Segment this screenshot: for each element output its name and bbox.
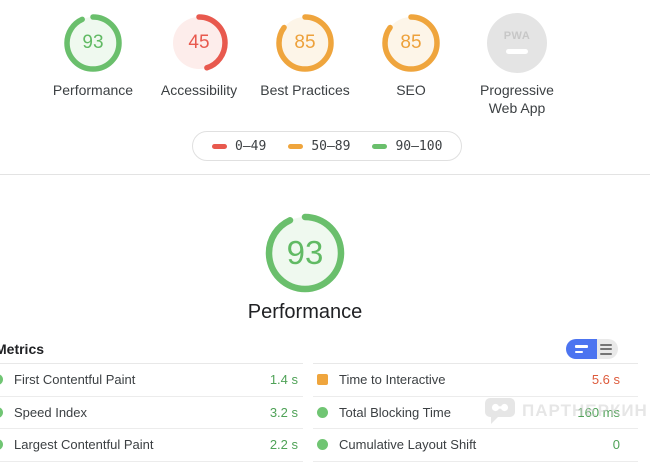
metrics-grid: First Contentful Paint 1.4 s Speed Index… — [0, 363, 650, 462]
legend-range-label: 90–100 — [395, 138, 443, 154]
green-dash-icon — [372, 143, 388, 149]
seo-gauge-icon: 85 — [381, 13, 441, 73]
red-dash-icon — [212, 143, 227, 149]
score-label: SEO — [396, 82, 426, 98]
score-value: 85 — [400, 32, 422, 53]
score-label: Performance — [52, 82, 134, 98]
toggle-relevant-view-button[interactable] — [566, 339, 597, 359]
score-label: Accessibility — [160, 82, 238, 98]
orange-dash-icon — [288, 143, 304, 149]
score-item-accessibility[interactable]: 45 Accessibility — [146, 13, 252, 117]
category-score-value: 93 — [286, 234, 324, 271]
pass-dot-icon — [0, 406, 3, 418]
metric-value: 3.2 s — [269, 404, 298, 420]
score-value: 45 — [188, 32, 210, 53]
legend-range-label: 0–49 — [235, 138, 267, 154]
category-score-gauge: 93 — [264, 212, 346, 294]
legend-range-label: 50–89 — [311, 138, 351, 154]
metric-row-speed-index: Speed Index 3.2 s — [0, 397, 303, 430]
metric-row-total-blocking-time: Total Blocking Time 160 ms — [313, 397, 638, 430]
metric-value: 2.2 s — [269, 437, 298, 453]
metric-name: Speed Index — [14, 404, 88, 420]
metrics-view-toggle — [566, 339, 618, 359]
score-value: 85 — [294, 32, 316, 53]
metrics-column-left: First Contentful Paint 1.4 s Speed Index… — [0, 363, 303, 462]
average-square-icon — [317, 374, 328, 386]
metric-value: 5.6 s — [591, 372, 620, 388]
score-item-pwa[interactable]: PWA Progressive Web App — [464, 13, 570, 117]
toggle-bar-icon — [575, 345, 588, 348]
toggle-bar-icon — [600, 343, 612, 346]
toggle-bar-icon — [600, 348, 612, 350]
score-item-seo[interactable]: 85 SEO — [358, 13, 464, 117]
score-label: Progressive Web App — [480, 82, 554, 116]
performance-gauge-icon: 93 — [63, 13, 123, 73]
metric-name: Time to Interactive — [339, 372, 446, 388]
metric-row-first-contentful-paint: First Contentful Paint 1.4 s — [0, 364, 303, 397]
score-label: Best Practices — [260, 82, 350, 98]
metric-name: Largest Contentful Paint — [14, 437, 154, 453]
metric-value: 0 — [612, 437, 620, 453]
legend-item-pass: 90–100 — [372, 139, 442, 154]
metric-value: 1.4 s — [269, 372, 298, 388]
metric-name: First Contentful Paint — [14, 372, 136, 388]
metrics-heading: Metrics — [0, 341, 45, 357]
pass-dot-icon — [317, 439, 328, 451]
best-practices-gauge-icon: 85 — [275, 13, 335, 73]
metric-row-largest-contentful-paint: Largest Contentful Paint 2.2 s — [0, 429, 303, 462]
section-divider — [0, 174, 650, 175]
metric-value: 160 ms — [577, 404, 620, 420]
metric-row-time-to-interactive: Time to Interactive 5.6 s — [313, 364, 638, 397]
pwa-badge-icon: PWA — [487, 13, 547, 73]
toggle-bar-icon — [575, 350, 583, 353]
metric-row-cumulative-layout-shift: Cumulative Layout Shift 0 — [313, 429, 638, 462]
metric-name: Cumulative Layout Shift — [339, 437, 477, 453]
toggle-bar-icon — [600, 352, 612, 355]
accessibility-gauge-icon: 45 — [169, 13, 229, 73]
metrics-column-right: Time to Interactive 5.6 s Total Blocking… — [313, 363, 638, 462]
pass-dot-icon — [317, 406, 328, 418]
pass-dot-icon — [0, 374, 3, 386]
pass-dot-icon — [0, 439, 3, 451]
legend-item-average: 50–89 — [288, 139, 350, 154]
legend-item-fail: 0–49 — [212, 139, 266, 154]
score-item-performance[interactable]: 93 Performance — [40, 13, 146, 117]
pwa-badge-text: PWA — [503, 30, 531, 42]
toggle-all-view-button[interactable] — [597, 339, 618, 359]
pwa-dash-icon — [506, 49, 528, 54]
score-scale-legend: 0–49 50–89 90–100 — [192, 131, 463, 161]
score-summary-row: 93 Performance 45 Accessibility 85 — [40, 13, 570, 117]
score-item-best-practices[interactable]: 85 Best Practices — [252, 13, 358, 117]
score-value: 93 — [82, 32, 104, 53]
metric-name: Total Blocking Time — [339, 404, 451, 420]
category-title: Performance — [247, 301, 363, 323]
